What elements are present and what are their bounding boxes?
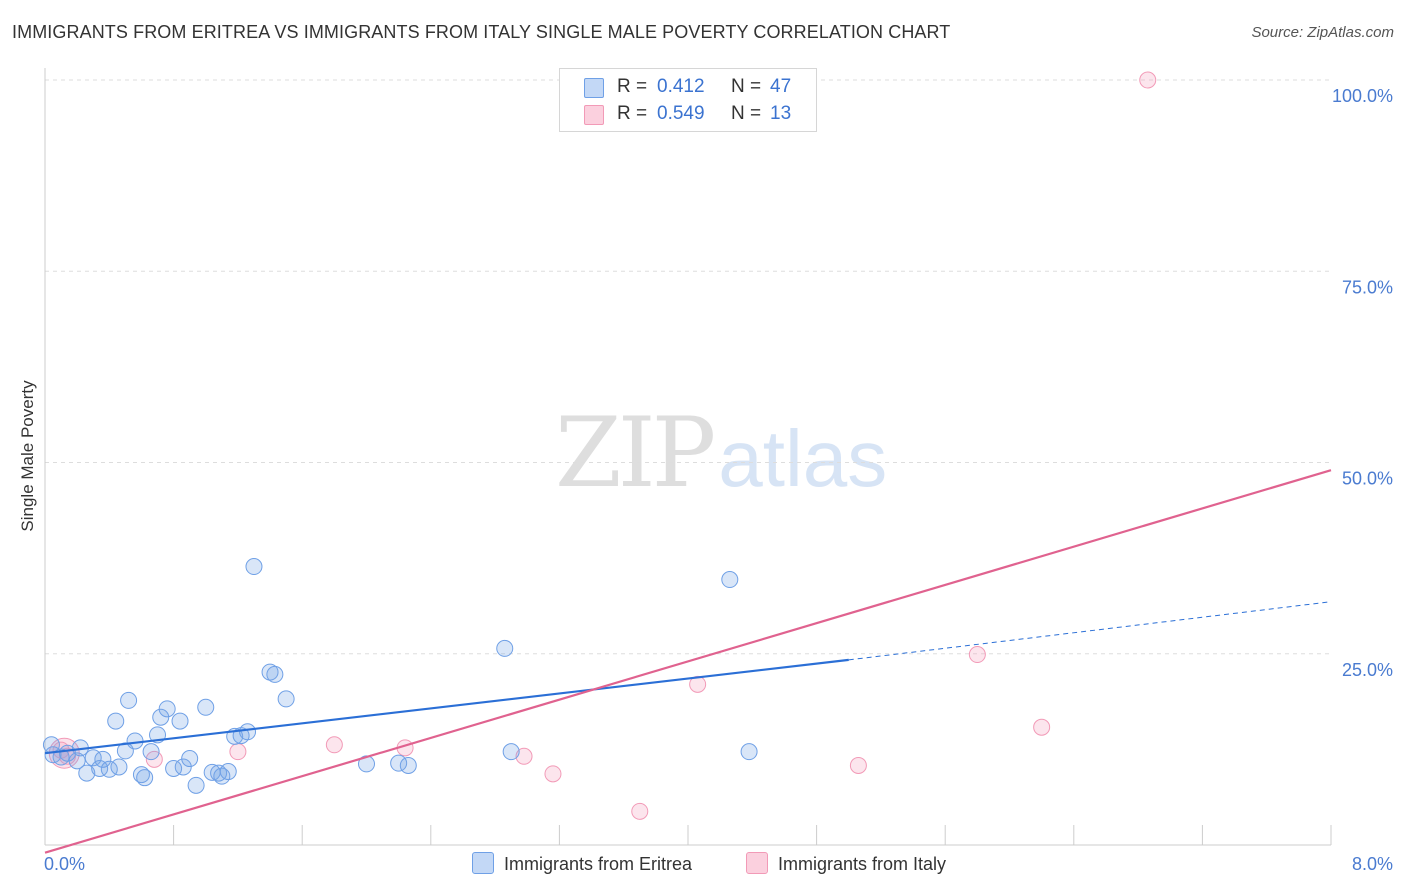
- x-tick-label: 0.0%: [44, 854, 85, 874]
- eritrea-point: [68, 752, 86, 770]
- r-value: 0.549: [657, 103, 705, 124]
- eritrea-point: [219, 763, 237, 781]
- eritrea-point: [78, 764, 96, 782]
- gridlines: [45, 79, 1331, 655]
- n-value: 13: [770, 103, 792, 124]
- legend-label-italy: Immigrants from Italy: [778, 854, 947, 874]
- eritrea-points: [42, 558, 758, 794]
- eritrea-point: [174, 758, 192, 776]
- italy-point: [515, 747, 533, 765]
- eritrea-point: [91, 760, 109, 777]
- source-label: Source: ZipAtlas.com: [1251, 24, 1394, 41]
- eritrea-trend-extension: [848, 601, 1332, 661]
- n-label: N =: [731, 76, 762, 97]
- eritrea-swatch: [584, 78, 604, 98]
- r-label: R =: [617, 76, 648, 97]
- italy-point: [1139, 71, 1157, 89]
- y-tick-label: 75.0%: [1342, 277, 1393, 297]
- italy-point: [229, 743, 247, 761]
- eritrea-point: [120, 691, 138, 709]
- eritrea-point: [261, 663, 279, 681]
- italy-point: [1033, 718, 1051, 736]
- italy-trend-line: [44, 469, 1332, 854]
- italy-swatch: [584, 105, 604, 125]
- eritrea-point: [277, 690, 295, 708]
- watermark: ZIPatlas: [555, 405, 887, 502]
- legend-item-italy[interactable]: Immigrants from Italy: [746, 852, 946, 875]
- italy-point: [325, 736, 343, 754]
- r-label: R =: [617, 103, 648, 124]
- eritrea-point: [126, 732, 144, 750]
- r-value: 0.412: [657, 76, 705, 97]
- italy-point: [849, 756, 867, 774]
- eritrea-point: [171, 712, 189, 730]
- eritrea-point: [136, 769, 154, 787]
- x-tick-label: 8.0%: [1352, 854, 1393, 874]
- italy-point: [968, 646, 986, 664]
- eritrea-point: [158, 700, 176, 718]
- eritrea-point: [110, 758, 128, 776]
- watermark-zip: ZIP: [555, 397, 716, 509]
- eritrea-point: [132, 766, 150, 784]
- eritrea-point: [502, 743, 520, 761]
- stats-legend: R = 0.412 N = 47 R = 0.549 N = 13: [559, 68, 817, 132]
- eritrea-point: [197, 698, 215, 716]
- n-label: N =: [731, 103, 762, 124]
- eritrea-point: [496, 639, 514, 657]
- eritrea-point: [245, 558, 263, 576]
- legend-item-eritrea[interactable]: Immigrants from Eritrea: [472, 852, 692, 875]
- chart-title: IMMIGRANTS FROM ERITREA VS IMMIGRANTS FR…: [12, 22, 951, 42]
- y-tick-label: 50.0%: [1342, 469, 1393, 489]
- legend-label-eritrea: Immigrants from Eritrea: [504, 854, 693, 874]
- eritrea-point: [740, 743, 758, 761]
- italy-legend-swatch: [746, 852, 768, 874]
- italy-point: [631, 802, 649, 820]
- eritrea-legend-swatch: [472, 852, 494, 874]
- eritrea-point: [187, 776, 205, 794]
- y-tick-label: 100.0%: [1332, 86, 1393, 106]
- eritrea-point: [239, 723, 257, 741]
- trend-lines: [44, 469, 1332, 854]
- italy-point: [544, 765, 562, 783]
- y-axis-label: Single Male Poverty: [18, 380, 37, 532]
- eritrea-point: [94, 750, 112, 768]
- y-tick-label: 25.0%: [1342, 660, 1393, 680]
- italy-points: [48, 71, 1157, 820]
- eritrea-point: [266, 665, 284, 683]
- tick-labels: 25.0% 50.0% 75.0% 100.0% 0.0% 8.0%: [44, 86, 1393, 874]
- axes: [44, 68, 1332, 846]
- eritrea-point: [107, 712, 125, 730]
- eritrea-trend-line: [44, 658, 849, 755]
- eritrea-point: [181, 750, 199, 768]
- eritrea-point: [152, 708, 170, 726]
- watermark-atlas: atlas: [718, 414, 888, 503]
- n-value: 47: [770, 76, 792, 97]
- eritrea-point: [721, 571, 739, 589]
- eritrea-point: [142, 743, 160, 761]
- eritrea-point: [399, 756, 417, 774]
